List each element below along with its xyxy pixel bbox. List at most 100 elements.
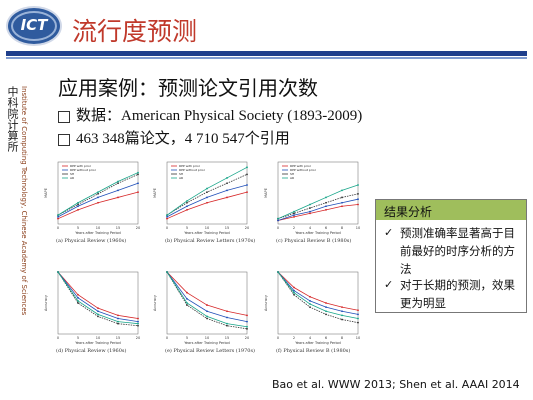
x-tick-label: 20 bbox=[136, 336, 140, 340]
y-axis-label: Accuracy bbox=[44, 295, 48, 311]
result-item-text: 对于长期的预测，效果更为明显 bbox=[400, 278, 515, 310]
chart-caption: (b) Physical Review Letters (1970s) bbox=[165, 238, 256, 244]
data-point bbox=[186, 205, 188, 208]
x-tick-label: 15 bbox=[225, 336, 229, 340]
data-point bbox=[325, 302, 327, 304]
y-axis-label: Accuracy bbox=[264, 295, 268, 311]
series-line bbox=[277, 271, 359, 315]
sidebar-chinese-text: 中科院计算所 bbox=[8, 86, 19, 152]
data-point bbox=[186, 291, 188, 294]
data-point bbox=[293, 210, 295, 213]
data-point bbox=[166, 271, 168, 273]
data-point bbox=[97, 313, 99, 316]
x-tick-label: 8 bbox=[341, 226, 343, 230]
result-item: ✓ 预测准确率显著高于目前最好的时序分析的方法 bbox=[384, 224, 520, 278]
chart-caption: (c) Physical Review B (1980s) bbox=[276, 238, 352, 244]
data-point bbox=[325, 313, 327, 316]
plot-frame bbox=[277, 161, 359, 225]
x-tick-label: 2 bbox=[293, 336, 295, 340]
data-point bbox=[77, 296, 79, 299]
x-axis-label: Years after Training Period bbox=[295, 341, 341, 345]
chart-panel: 0 5 10 15 20 MAPE Years after Training Period R… bbox=[42, 158, 142, 238]
legend-label: AR bbox=[179, 176, 183, 180]
data-point bbox=[117, 189, 119, 192]
data-point bbox=[226, 182, 228, 185]
data-point bbox=[206, 187, 208, 190]
x-axis-label: Years after Training Period bbox=[75, 231, 121, 235]
x-tick-label: 15 bbox=[116, 336, 120, 340]
data-point bbox=[97, 196, 99, 199]
bullet-text: 463 348篇论文，4 710 547个引用 bbox=[76, 131, 290, 147]
data-point bbox=[325, 310, 327, 313]
y-axis-label: MAPE bbox=[153, 188, 157, 198]
logo-text: ICT bbox=[20, 16, 48, 34]
bullet-counts: 463 348篇论文，4 710 547个引用 bbox=[58, 127, 290, 148]
data-point bbox=[137, 182, 139, 185]
data-point bbox=[357, 184, 359, 186]
data-point bbox=[246, 166, 248, 169]
data-point bbox=[309, 295, 311, 298]
chart-svg: 0 2 4 6 8 10 MAPE Years after Training Period RP… bbox=[264, 161, 360, 235]
x-tick-label: 0 bbox=[57, 226, 59, 230]
x-tick-label: 4 bbox=[309, 336, 312, 340]
x-axis-label: Years after Training Period bbox=[295, 231, 341, 235]
citation: Bao et al. WWW 2013; Shen et al. AAAI 20… bbox=[272, 378, 520, 391]
x-axis-label: Years after Training Period bbox=[184, 341, 230, 345]
sidebar-english-text: Institute of Computing Technology, Chine… bbox=[20, 86, 28, 316]
plot-frame bbox=[57, 271, 139, 335]
data-point bbox=[77, 201, 79, 204]
data-point bbox=[166, 214, 168, 217]
series-line bbox=[277, 198, 359, 221]
data-point bbox=[341, 201, 343, 204]
bullet-text: 数据：American Physical Society (1893-2009) bbox=[76, 108, 363, 124]
data-point bbox=[226, 196, 228, 199]
data-point bbox=[137, 317, 139, 320]
sidebar-watermark: 中科院计算所 Institute of Computing Technology… bbox=[8, 86, 28, 356]
chart-caption: (e) Physical Review Letters (1970s) bbox=[165, 348, 255, 354]
x-tick-label: 15 bbox=[116, 226, 120, 230]
y-axis-label: MAPE bbox=[44, 188, 48, 198]
data-point bbox=[293, 289, 295, 292]
data-point bbox=[77, 302, 79, 304]
title-divider bbox=[6, 51, 527, 56]
x-tick-label: 10 bbox=[96, 336, 100, 340]
slide-title: 流行度预测 bbox=[72, 17, 198, 46]
data-point bbox=[206, 196, 208, 199]
x-tick-label: 20 bbox=[245, 336, 249, 340]
data-point bbox=[246, 173, 248, 176]
data-point bbox=[77, 208, 79, 211]
data-point bbox=[341, 189, 343, 192]
data-point bbox=[293, 293, 295, 296]
data-point bbox=[226, 322, 228, 325]
data-point bbox=[246, 191, 248, 194]
ict-logo: ICT bbox=[6, 6, 62, 46]
data-point bbox=[77, 205, 79, 208]
check-icon: ✓ bbox=[384, 278, 394, 291]
chart-panel: 0 5 10 15 20 Accuracy Years after Training Per… bbox=[42, 268, 142, 348]
data-point bbox=[309, 212, 311, 215]
data-point bbox=[206, 315, 208, 318]
data-point bbox=[206, 201, 208, 204]
data-point bbox=[206, 310, 208, 313]
x-tick-label: 0 bbox=[277, 336, 279, 340]
result-analysis-box: 结果分析 ✓ 预测准确率显著高于目前最好的时序分析的方法 ✓ 对于长期的预测，效果更… bbox=[375, 199, 527, 313]
chart-caption: (a) Physical Review (1960s) bbox=[56, 238, 127, 244]
data-point bbox=[325, 196, 327, 199]
data-point bbox=[137, 171, 139, 174]
x-axis-label: Years after Training Period bbox=[184, 231, 230, 235]
data-point bbox=[226, 316, 228, 319]
data-point bbox=[77, 300, 79, 302]
x-tick-label: 5 bbox=[186, 226, 188, 230]
data-point bbox=[309, 203, 311, 206]
data-point bbox=[357, 203, 359, 206]
data-point bbox=[57, 214, 59, 217]
data-point bbox=[226, 324, 228, 327]
chart-panel: 0 5 10 15 20 MAPE Years after Training Period R… bbox=[151, 158, 251, 238]
data-point bbox=[186, 208, 188, 211]
data-point bbox=[357, 317, 359, 320]
x-tick-label: 5 bbox=[186, 336, 188, 340]
data-point bbox=[341, 205, 343, 208]
x-tick-label: 6 bbox=[325, 336, 327, 340]
data-point bbox=[226, 189, 228, 192]
data-point bbox=[309, 303, 311, 305]
